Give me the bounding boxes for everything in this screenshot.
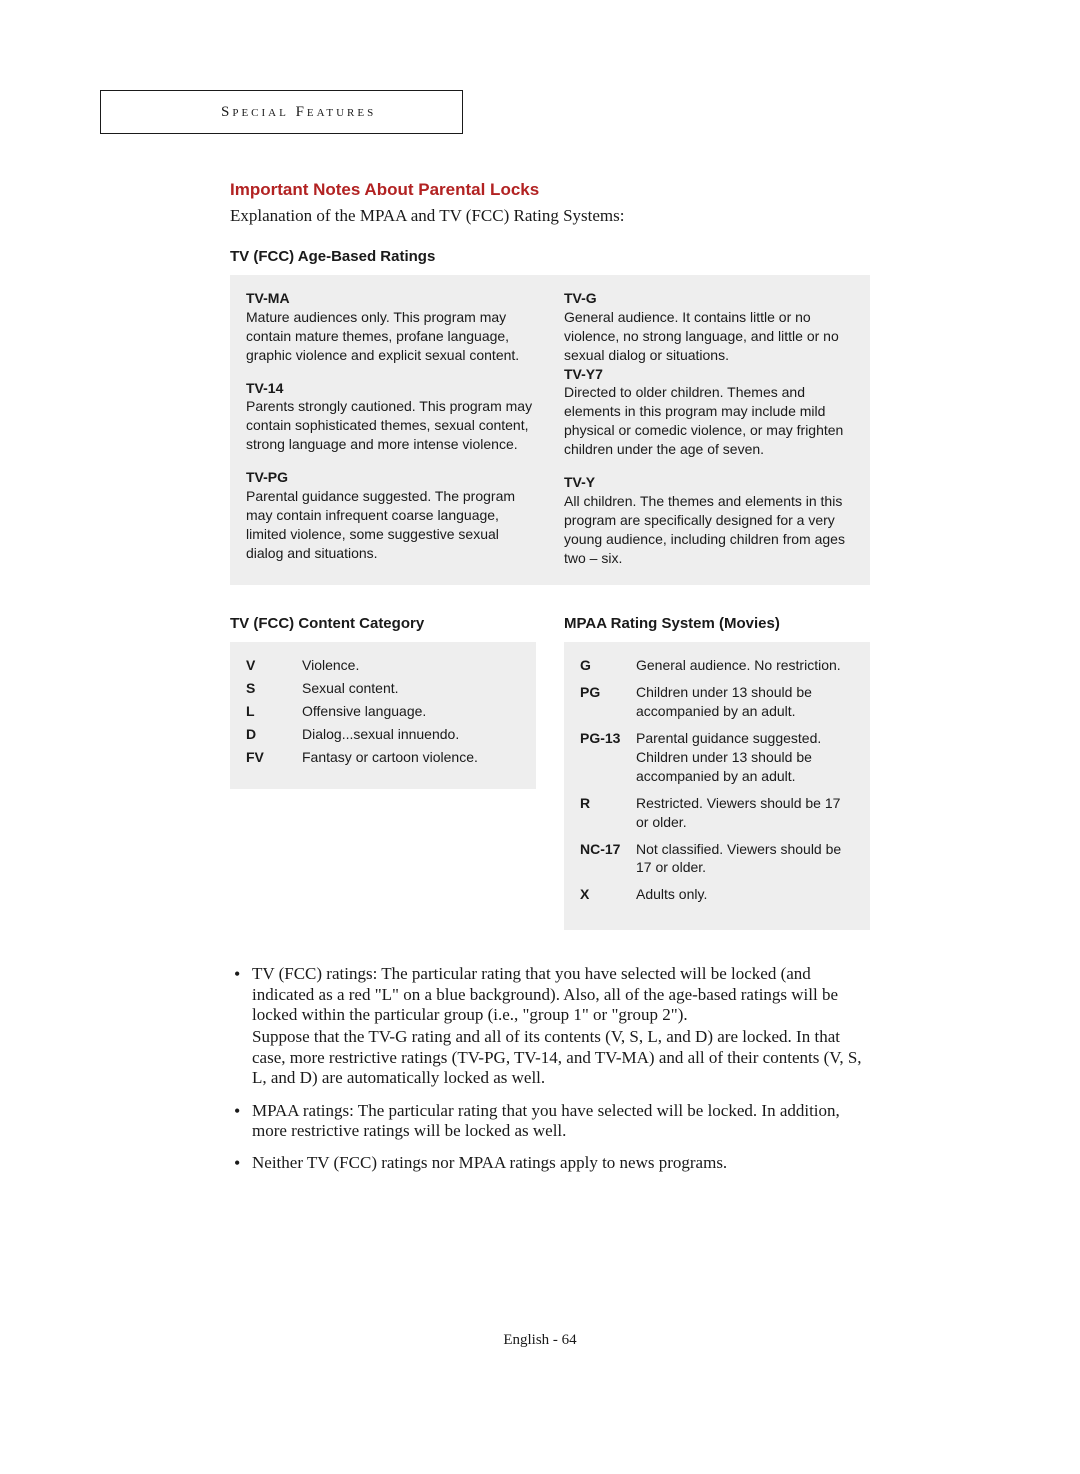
code-row: XAdults only. (580, 885, 854, 904)
note-text: Suppose that the TV-G rating and all of … (252, 1027, 870, 1088)
note-text: Neither TV (FCC) ratings nor MPAA rating… (252, 1153, 870, 1173)
code-key: D (246, 725, 302, 744)
rating-desc: Parental guidance suggested. The program… (246, 487, 536, 563)
code-row: PGChildren under 13 should be accompanie… (580, 683, 854, 721)
page-content: Important Notes About Parental Locks Exp… (230, 90, 870, 1186)
rating-desc: Directed to older children. Themes and e… (564, 383, 854, 459)
code-desc: Not classified. Viewers should be 17 or … (636, 840, 854, 878)
code-row: PG-13Parental guidance suggested. Childr… (580, 729, 854, 786)
code-desc: Violence. (302, 656, 520, 675)
notes-list: TV (FCC) ratings: The particular rating … (230, 964, 870, 1174)
note-item: MPAA ratings: The particular rating that… (230, 1101, 870, 1142)
rating-block: TV-YAll children. The themes and element… (564, 473, 854, 567)
code-desc: Fantasy or cartoon violence. (302, 748, 520, 767)
note-item: Neither TV (FCC) ratings nor MPAA rating… (230, 1153, 870, 1173)
page-footer: English - 64 (0, 1332, 1080, 1349)
code-row: SSexual content. (246, 679, 520, 698)
code-key: X (580, 885, 636, 904)
code-desc: Dialog...sexual innuendo. (302, 725, 520, 744)
rating-desc: All children. The themes and elements in… (564, 492, 854, 568)
rating-code: TV-G (564, 289, 854, 308)
age-ratings-box: TV-MAMature audiences only. This program… (230, 275, 870, 585)
mpaa-heading: MPAA Rating System (Movies) (564, 615, 870, 632)
code-key: L (246, 702, 302, 721)
code-row: FVFantasy or cartoon violence. (246, 748, 520, 767)
rating-block: TV-MAMature audiences only. This program… (246, 289, 536, 365)
section-title: Important Notes About Parental Locks (230, 180, 870, 200)
mpaa-box: GGeneral audience. No restriction.PGChil… (564, 642, 870, 930)
code-key: PG (580, 683, 636, 721)
note-text: TV (FCC) ratings: The particular rating … (252, 964, 870, 1025)
rating-code: TV-MA (246, 289, 536, 308)
code-desc: Offensive language. (302, 702, 520, 721)
code-desc: Parental guidance suggested. Children un… (636, 729, 854, 786)
code-row: RRestricted. Viewers should be 17 or old… (580, 794, 854, 832)
code-key: FV (246, 748, 302, 767)
code-desc: Sexual content. (302, 679, 520, 698)
rating-desc: Mature audiences only. This program may … (246, 308, 536, 365)
rating-block: TV-Y7Directed to older children. Themes … (564, 365, 854, 459)
code-desc: Adults only. (636, 885, 854, 904)
code-desc: Children under 13 should be accompanied … (636, 683, 854, 721)
code-desc: General audience. No restriction. (636, 656, 854, 675)
rating-block: TV-PGParental guidance suggested. The pr… (246, 468, 536, 562)
age-heading: TV (FCC) Age-Based Ratings (230, 248, 870, 265)
code-key: S (246, 679, 302, 698)
code-row: VViolence. (246, 656, 520, 675)
content-heading: TV (FCC) Content Category (230, 615, 536, 632)
rating-code: TV-Y7 (564, 365, 854, 384)
code-key: G (580, 656, 636, 675)
code-key: PG-13 (580, 729, 636, 786)
note-item: TV (FCC) ratings: The particular rating … (230, 964, 870, 1088)
code-row: NC-17Not classified. Viewers should be 1… (580, 840, 854, 878)
rating-block: TV-GGeneral audience. It contains little… (564, 289, 854, 365)
code-row: LOffensive language. (246, 702, 520, 721)
rating-desc: General audience. It contains little or … (564, 308, 854, 365)
content-category-box: VViolence.SSexual content.LOffensive lan… (230, 642, 536, 788)
code-key: NC-17 (580, 840, 636, 878)
rating-desc: Parents strongly cautioned. This program… (246, 397, 536, 454)
code-key: V (246, 656, 302, 675)
code-row: DDialog...sexual innuendo. (246, 725, 520, 744)
code-key: R (580, 794, 636, 832)
rating-block: TV-14Parents strongly cautioned. This pr… (246, 379, 536, 455)
code-desc: Restricted. Viewers should be 17 or olde… (636, 794, 854, 832)
code-row: GGeneral audience. No restriction. (580, 656, 854, 675)
rating-code: TV-14 (246, 379, 536, 398)
rating-code: TV-Y (564, 473, 854, 492)
intro-text: Explanation of the MPAA and TV (FCC) Rat… (230, 206, 870, 226)
rating-code: TV-PG (246, 468, 536, 487)
note-text: MPAA ratings: The particular rating that… (252, 1101, 870, 1142)
